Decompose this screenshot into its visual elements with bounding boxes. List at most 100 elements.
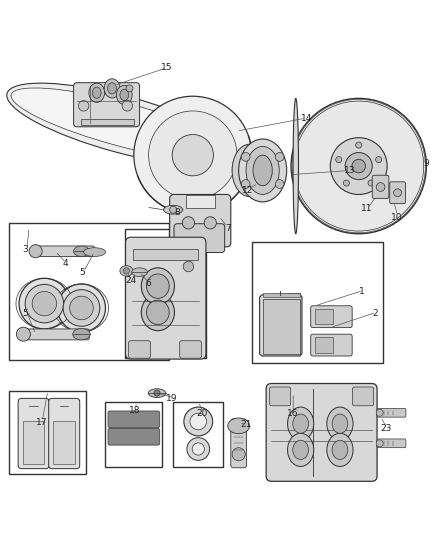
Text: 18: 18 [129, 406, 141, 415]
Circle shape [32, 292, 57, 316]
Text: 5: 5 [22, 309, 28, 318]
Ellipse shape [89, 83, 105, 102]
FancyBboxPatch shape [266, 384, 377, 481]
Ellipse shape [163, 205, 183, 214]
Circle shape [183, 261, 194, 272]
Bar [252, 243, 383, 362]
Bar [53, 421, 75, 464]
Ellipse shape [332, 414, 348, 433]
Ellipse shape [148, 389, 166, 398]
Ellipse shape [84, 248, 106, 256]
Circle shape [343, 180, 350, 186]
Text: 4: 4 [63, 259, 68, 268]
Circle shape [291, 99, 426, 234]
Ellipse shape [327, 407, 353, 440]
Ellipse shape [132, 268, 148, 277]
Ellipse shape [7, 83, 239, 166]
Text: 21: 21 [240, 420, 252, 429]
Ellipse shape [11, 88, 235, 161]
Circle shape [124, 268, 130, 274]
Circle shape [190, 413, 207, 430]
Ellipse shape [293, 440, 308, 459]
Ellipse shape [288, 433, 314, 466]
Circle shape [187, 438, 210, 461]
Circle shape [170, 206, 177, 213]
FancyBboxPatch shape [311, 306, 352, 328]
Text: 14: 14 [300, 114, 312, 123]
Ellipse shape [117, 85, 132, 104]
Ellipse shape [16, 327, 30, 341]
FancyBboxPatch shape [377, 439, 406, 448]
Circle shape [345, 152, 372, 180]
FancyBboxPatch shape [270, 387, 290, 406]
Ellipse shape [293, 414, 308, 433]
Ellipse shape [327, 433, 353, 466]
Text: 11: 11 [361, 204, 372, 213]
Bar [263, 293, 300, 297]
Text: 7: 7 [225, 224, 231, 233]
FancyBboxPatch shape [180, 341, 201, 358]
FancyBboxPatch shape [74, 83, 140, 127]
Bar [315, 309, 332, 324]
FancyBboxPatch shape [311, 334, 352, 356]
Text: 20: 20 [197, 409, 208, 418]
Ellipse shape [104, 79, 120, 98]
Text: 17: 17 [35, 418, 47, 427]
Ellipse shape [120, 89, 129, 101]
Circle shape [356, 142, 362, 148]
FancyBboxPatch shape [170, 195, 231, 247]
Text: 9: 9 [424, 159, 429, 168]
Bar [263, 299, 300, 354]
Circle shape [134, 96, 252, 214]
Circle shape [376, 440, 383, 447]
Text: 24: 24 [125, 277, 136, 285]
Ellipse shape [332, 440, 348, 459]
FancyBboxPatch shape [129, 341, 150, 358]
Circle shape [19, 278, 70, 329]
Circle shape [352, 159, 365, 173]
Text: 3: 3 [22, 245, 28, 254]
FancyBboxPatch shape [390, 182, 406, 204]
Ellipse shape [74, 246, 89, 256]
Circle shape [376, 157, 381, 163]
FancyBboxPatch shape [49, 398, 80, 469]
Bar [10, 391, 86, 474]
Text: 5: 5 [79, 268, 85, 277]
Ellipse shape [147, 274, 169, 298]
Text: 1: 1 [359, 287, 365, 296]
Circle shape [330, 138, 387, 195]
Bar [125, 229, 206, 358]
Text: 6: 6 [145, 279, 151, 288]
Ellipse shape [288, 407, 314, 440]
Text: 15: 15 [161, 63, 173, 72]
Circle shape [126, 85, 133, 92]
Text: 19: 19 [166, 394, 177, 403]
Ellipse shape [92, 87, 101, 99]
Ellipse shape [108, 83, 117, 94]
Circle shape [336, 157, 342, 163]
FancyBboxPatch shape [108, 411, 159, 427]
FancyBboxPatch shape [174, 224, 225, 253]
Bar [173, 402, 223, 467]
Text: 2: 2 [372, 309, 378, 318]
Ellipse shape [228, 418, 250, 434]
FancyBboxPatch shape [126, 237, 206, 359]
Circle shape [182, 217, 194, 229]
FancyBboxPatch shape [24, 329, 89, 340]
Ellipse shape [29, 245, 42, 258]
Circle shape [275, 152, 284, 161]
Circle shape [122, 101, 133, 111]
FancyBboxPatch shape [353, 387, 374, 406]
Circle shape [70, 296, 93, 320]
Ellipse shape [293, 99, 298, 234]
FancyBboxPatch shape [377, 408, 406, 417]
Circle shape [368, 180, 374, 186]
Circle shape [184, 407, 213, 436]
Bar [22, 421, 44, 464]
Circle shape [154, 390, 160, 396]
Text: 10: 10 [392, 213, 403, 222]
Bar [186, 195, 215, 207]
Text: 13: 13 [344, 166, 356, 175]
FancyBboxPatch shape [35, 246, 95, 256]
Circle shape [376, 183, 385, 191]
